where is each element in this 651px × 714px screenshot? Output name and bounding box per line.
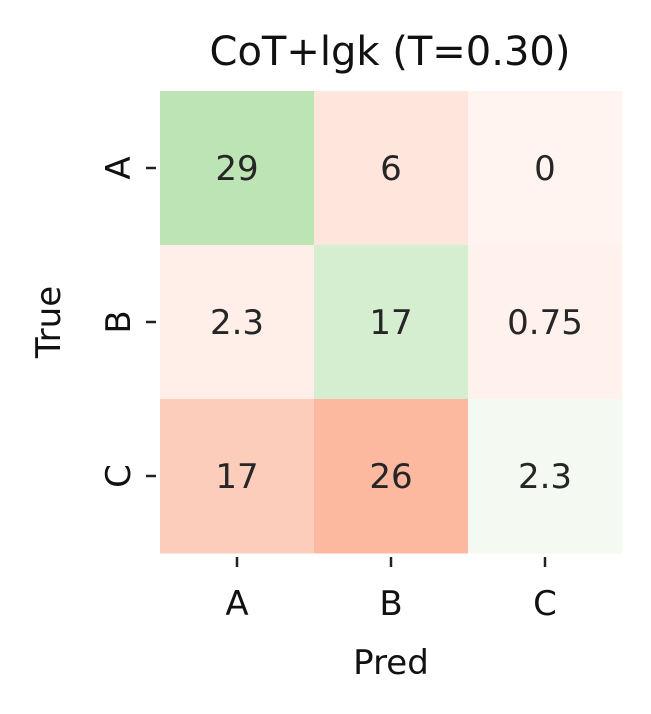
cell-value-label: 2.3 [518, 457, 572, 497]
heatmap-cell-A-A [160, 91, 315, 246]
cell-value-label: 6 [380, 149, 402, 189]
y-axis-label: True [29, 286, 69, 359]
heatmap-cell-A-B [314, 91, 469, 246]
cell-value-label: 17 [215, 457, 258, 497]
heatmap-cell-C-B [314, 399, 469, 554]
chart-title: CoT+lgk (T=0.30) [210, 29, 571, 75]
cell-value-label: 0 [534, 149, 556, 189]
heatmap-cell-B-B [314, 245, 469, 400]
heatmap-cells [160, 91, 623, 554]
x-axis-label: Pred [353, 643, 429, 683]
y-axis-ticks: A B C [99, 156, 156, 488]
heatmap-cell-labels: 29 6 0 2.3 17 0.75 17 26 2.3 [210, 149, 583, 497]
x-tick-label: C [533, 584, 557, 624]
heatmap-cell-A-C [468, 91, 623, 246]
y-tick-label: C [99, 464, 139, 488]
x-axis-ticks: A B C [225, 557, 557, 624]
y-tick-label: B [99, 310, 139, 333]
cell-value-label: 29 [215, 149, 258, 189]
heatmap-cell-B-C [468, 245, 623, 400]
x-tick-label: A [225, 584, 248, 624]
heatmap-cell-B-A [160, 245, 315, 400]
cell-value-label: 17 [369, 303, 412, 343]
y-tick-label: A [99, 156, 139, 179]
heatmap-cell-C-A [160, 399, 315, 554]
cell-value-label: 26 [369, 457, 412, 497]
x-tick-label: B [379, 584, 402, 624]
cell-value-label: 0.75 [507, 303, 583, 343]
heatmap-cell-C-C [468, 399, 623, 554]
cell-value-label: 2.3 [210, 303, 264, 343]
